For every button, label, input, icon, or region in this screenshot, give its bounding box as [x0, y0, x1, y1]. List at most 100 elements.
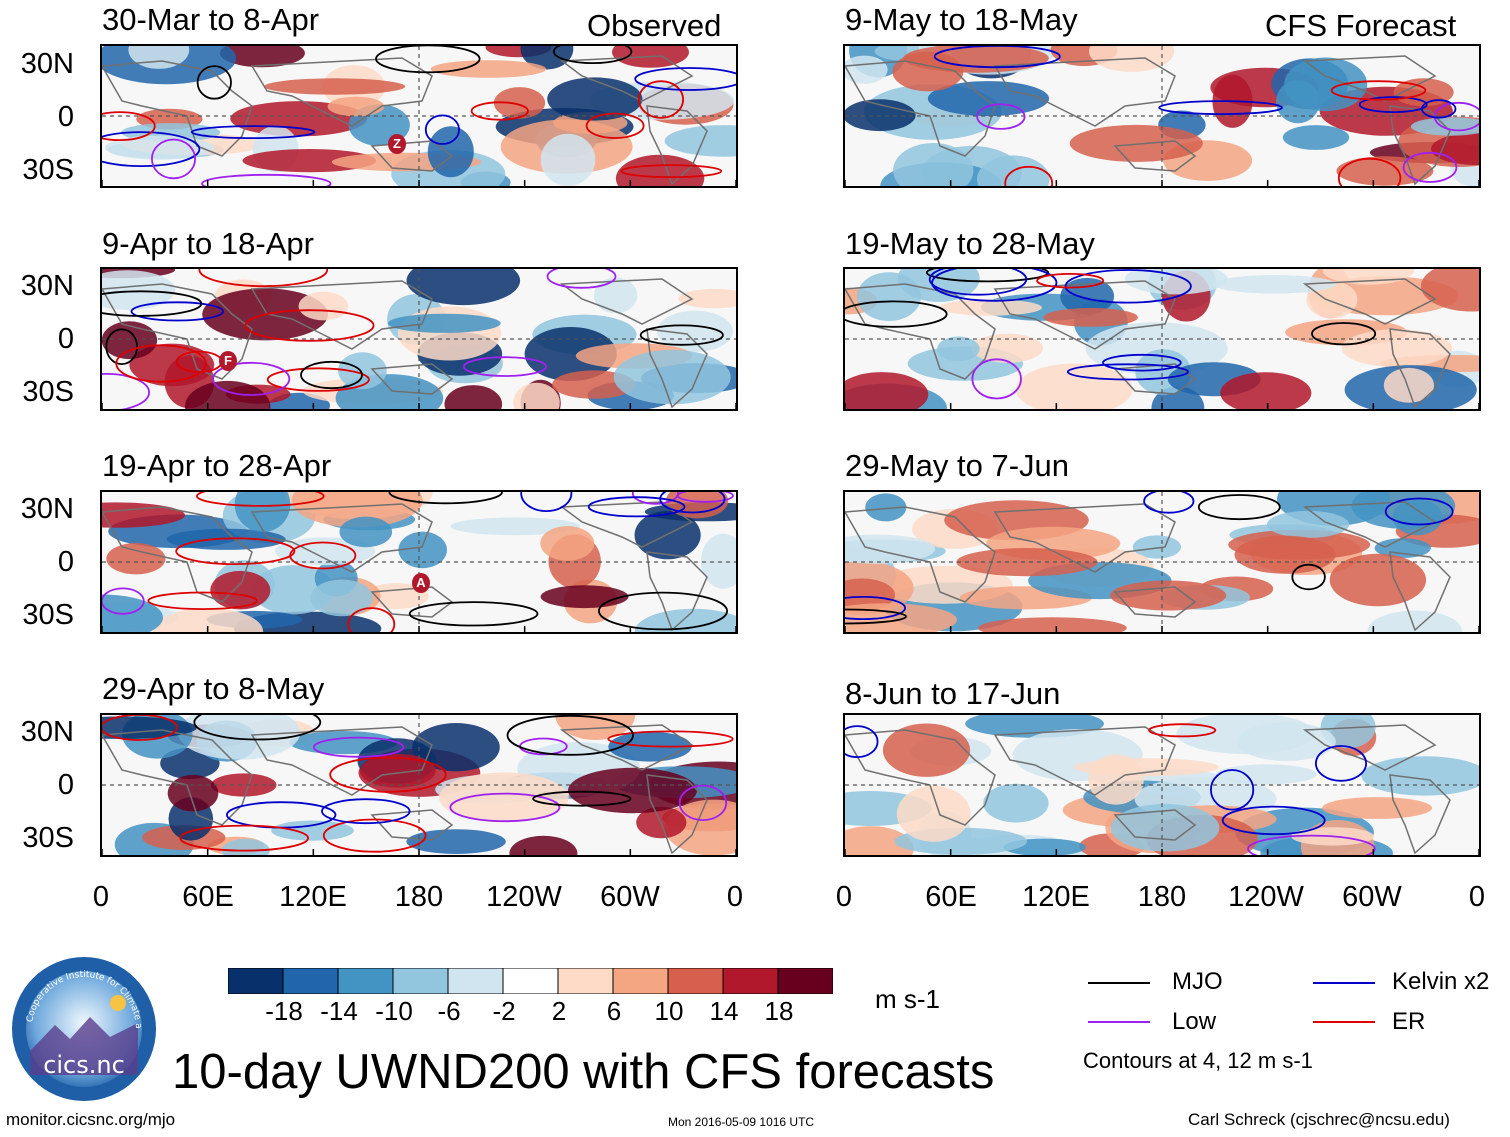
- contour-er: [620, 164, 723, 178]
- coastline: [845, 506, 996, 603]
- contour-mjo: [639, 324, 724, 346]
- contour-kelvin-x2: [928, 269, 1028, 296]
- coastline: [1302, 501, 1437, 548]
- panel-title-4: 29-Apr to 8-May: [102, 671, 325, 706]
- anomaly-blob: [387, 313, 501, 333]
- map-panel-1: [100, 44, 738, 188]
- anomaly-blob: [1383, 367, 1434, 403]
- panel-title-5: 9-May to 18-May: [845, 2, 1078, 37]
- contour-kelvin-x2: [1358, 96, 1428, 113]
- anomaly-blob: [104, 135, 214, 160]
- anomaly-blob: [450, 517, 581, 536]
- contour-mjo: [408, 601, 539, 627]
- anomaly-blob: [106, 543, 166, 575]
- contour-kelvin-x2: [1143, 492, 1195, 514]
- contour-low: [631, 492, 679, 505]
- coastline: [1302, 724, 1437, 771]
- contour-low: [546, 269, 617, 289]
- anomaly-blob: [185, 380, 271, 409]
- lat-tick-30n-p2: 30N: [20, 270, 74, 302]
- coastline: [1302, 278, 1437, 325]
- contour-er: [347, 607, 396, 632]
- contour-er: [470, 101, 529, 121]
- anomaly-blob: [540, 526, 595, 561]
- coastline: [102, 729, 253, 826]
- anomaly-blob: [398, 531, 448, 569]
- panel-title-8: 8-Jun to 17-Jun: [845, 676, 1061, 711]
- anomaly-blob: [893, 143, 974, 186]
- legend-swatch-er: [1313, 1021, 1375, 1023]
- anomaly-blob: [1176, 715, 1315, 755]
- contour-er: [198, 269, 329, 288]
- contour-er: [322, 818, 427, 853]
- contour-mjo: [300, 360, 363, 390]
- anomaly-blob: [102, 321, 158, 360]
- anomaly-blob: [160, 747, 220, 780]
- anomaly-blob: [153, 608, 264, 632]
- lon-tick-left-6: 0: [726, 881, 744, 913]
- lat-tick-30s-p2: 30S: [22, 376, 74, 408]
- coastline: [370, 363, 454, 395]
- anomaly-blob: [701, 533, 736, 589]
- map-panel-6: [843, 267, 1481, 411]
- lat-tick-0-p4: 0: [57, 769, 74, 801]
- anomaly-blob: [1374, 538, 1431, 558]
- colorbar-swatch-4: [392, 967, 449, 995]
- anomaly-blob: [1336, 156, 1434, 186]
- contour-er: [115, 344, 207, 383]
- contour-mjo: [375, 46, 481, 74]
- contour-mjo: [388, 492, 503, 505]
- contour-kelvin-x2: [845, 725, 879, 758]
- lat-tick-0-p1: 0: [57, 101, 74, 133]
- colorbar-label-3: -10: [375, 996, 413, 1026]
- contour-kelvin-x2: [1384, 497, 1454, 526]
- contour-kelvin-x2: [1158, 100, 1283, 115]
- contour-mjo: [532, 790, 632, 807]
- contour-low: [212, 361, 291, 396]
- contour-er: [1004, 165, 1054, 186]
- anomaly-blob: [1215, 764, 1317, 785]
- coastline: [1389, 105, 1451, 186]
- contour-mjo: [193, 715, 322, 741]
- anomaly-blob: [845, 99, 916, 132]
- storm-marker-a: A: [412, 573, 430, 593]
- coastline: [1389, 774, 1451, 855]
- contour-mjo: [597, 591, 728, 631]
- legend-swatch-low: [1088, 1021, 1150, 1023]
- legend-label-mjo: MJO: [1172, 968, 1223, 995]
- contour-er: [329, 756, 447, 793]
- anomaly-blob: [540, 133, 596, 186]
- colorbar-swatch-11: [777, 967, 834, 995]
- anomaly-blob: [845, 534, 936, 564]
- anomaly-blob: [540, 585, 629, 609]
- anomaly-blob: [493, 87, 546, 119]
- anomaly-blob: [1088, 754, 1144, 805]
- anomaly-blob: [444, 385, 503, 409]
- coastline: [845, 729, 996, 826]
- anomaly-blob: [971, 333, 1044, 363]
- anomaly-blob: [593, 277, 638, 314]
- contour-er: [196, 492, 325, 507]
- panel-title-1: 30-Mar to 8-Apr: [102, 2, 320, 37]
- lat-tick-0-p3: 0: [57, 546, 74, 578]
- contour-kelvin-x2: [634, 67, 736, 91]
- coastline: [1113, 140, 1197, 172]
- contour-kelvin-x2: [225, 801, 337, 829]
- anomaly-blob: [1367, 610, 1462, 632]
- lon-tick-right-0: 0: [835, 881, 853, 913]
- contour-low: [102, 373, 150, 409]
- anomaly-blob: [1110, 580, 1227, 611]
- panel-title-6: 19-May to 28-May: [845, 226, 1095, 261]
- footer-url[interactable]: monitor.cicsnc.org/mjo: [6, 1110, 176, 1129]
- contour-er: [585, 112, 645, 139]
- lat-tick-30n-p1: 30N: [20, 48, 74, 80]
- anomaly-blob: [1132, 535, 1181, 559]
- anomaly-blob: [678, 288, 736, 309]
- anomaly-blob: [568, 767, 697, 814]
- contour-kelvin-x2: [520, 492, 573, 512]
- anomaly-blob: [664, 125, 736, 157]
- anomaly-blob: [338, 352, 387, 390]
- anomaly-blob: [845, 826, 914, 855]
- map-panel-8: [843, 713, 1481, 857]
- colorbar-swatch-9: [667, 967, 724, 995]
